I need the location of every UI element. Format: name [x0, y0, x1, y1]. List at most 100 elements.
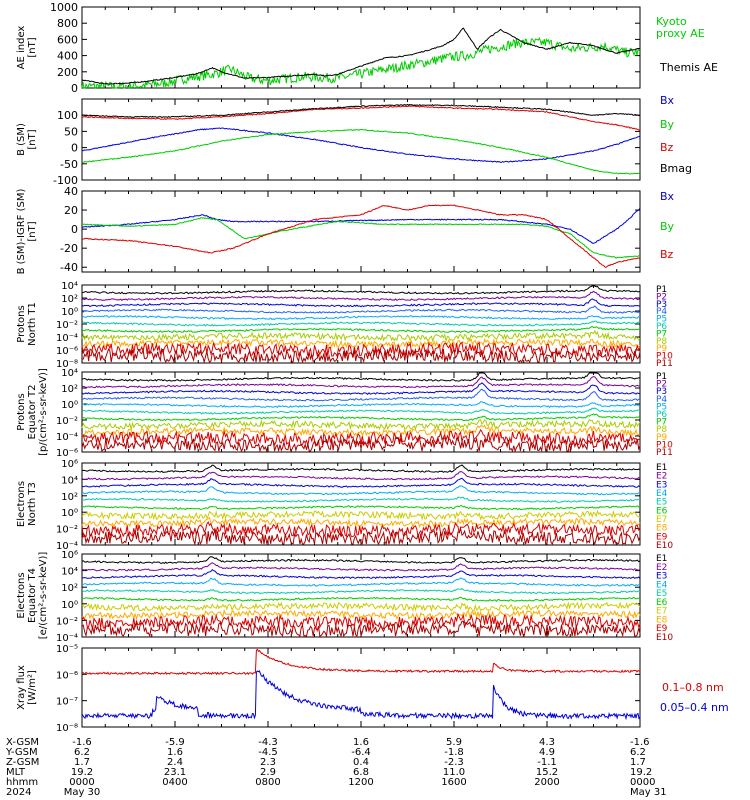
y-axis-label: Protons [16, 393, 27, 430]
channel-label: P7 [656, 329, 667, 339]
axis-row-label: X-GSM [6, 737, 39, 748]
flux-channel-line [81, 341, 641, 358]
channel-label: E8 [656, 524, 668, 534]
axis-row-value: 1.7 [630, 757, 646, 768]
xray-line [81, 648, 641, 676]
axis-row-value: 19.2 [630, 767, 652, 778]
series-line [81, 103, 641, 118]
y-tick-label: 10⁴ [61, 281, 78, 292]
channel-label: P11 [656, 448, 673, 458]
y-tick-label: 10⁰ [61, 400, 78, 411]
b-sm-panel-frame [81, 98, 641, 181]
y-tick-label: 10⁻² [56, 320, 78, 331]
y-tick-label: 400 [57, 50, 78, 63]
axis-row-label: hhmm [6, 777, 38, 788]
flux-channel-line [81, 588, 641, 595]
flux-channel-line [81, 577, 641, 587]
series-line [81, 204, 641, 268]
y-tick-label: 10⁴ [61, 475, 78, 486]
legend-bx: Bx [660, 190, 675, 203]
channel-label: P10 [656, 352, 673, 362]
y-axis-label: [nT] [27, 129, 38, 149]
panel-protons-north: 10⁴ 10² 10⁰ 10⁻² 10⁻⁴ 10⁻⁶ 10⁻⁸ Protons North T1… [16, 281, 673, 370]
channel-label: E1 [656, 463, 667, 473]
channel-label: P10 [656, 440, 673, 450]
y-tick-label: 10⁰ [61, 600, 78, 611]
y-tick-label: 100 [57, 109, 78, 122]
y-tick-label: 10⁻⁵ [56, 644, 78, 655]
legend-themis: Themis AE [659, 61, 718, 74]
flux-channel-line [81, 320, 641, 327]
y-axis-label: North T3 [27, 482, 38, 526]
axis-row-value: -2.3 [444, 757, 464, 768]
axis-row-value: May 31 [630, 787, 667, 798]
channel-label: P7 [656, 418, 667, 428]
flux-channel-line [81, 305, 641, 314]
y-tick-label: 600 [57, 33, 78, 46]
legend-bx: Bx [660, 94, 675, 107]
channel-label: E9 [656, 624, 668, 634]
channel-label: E7 [656, 607, 667, 617]
axis-row-value: 2.3 [260, 757, 276, 768]
axis-row-value: 6.8 [353, 767, 369, 778]
y-tick-label: 10² [61, 294, 78, 305]
series-line [81, 36, 641, 90]
series-line [81, 128, 641, 175]
y-axis-label: AE index [16, 26, 27, 70]
channel-label: P3 [656, 300, 667, 310]
y-tick-label: 40 [64, 185, 78, 198]
flux-channel-line [81, 609, 641, 621]
channel-label: E3 [656, 480, 667, 490]
channel-label: P11 [656, 359, 673, 369]
channel-label: E4 [656, 489, 668, 499]
y-tick-label: 50 [64, 125, 78, 138]
y-axis-label: [nT] [27, 221, 38, 241]
flux-channel-line [81, 596, 641, 603]
flux-channel-line [81, 325, 641, 333]
y-axis-label: North T1 [27, 302, 38, 346]
flux-channel-line [81, 428, 641, 447]
axis-row-value: -6.4 [351, 747, 371, 758]
channel-label: E6 [656, 506, 668, 516]
channel-label: P1 [656, 285, 667, 295]
y-tick-label: 10⁶ [61, 459, 78, 470]
axis-row-value: 1600 [441, 777, 466, 788]
channel-label: P4 [656, 395, 667, 405]
channel-label: E6 [656, 598, 668, 608]
axis-row-value: 1.7 [74, 757, 90, 768]
flux-channel-line [81, 413, 641, 422]
channel-label: P9 [656, 344, 667, 354]
channel-label: P5 [656, 402, 667, 412]
flux-channel-line [81, 407, 641, 415]
y-axis-label: Equator T4 [27, 568, 38, 623]
series-line [81, 207, 641, 244]
axis-row-value: 6.2 [74, 747, 90, 758]
axis-row-label: 2024 [6, 787, 31, 798]
channel-label: E10 [656, 541, 673, 551]
channel-label: E8 [656, 615, 668, 625]
axis-row-value: -5.9 [165, 737, 185, 748]
y-tick-label: 800 [57, 17, 78, 30]
channel-label: P4 [656, 307, 667, 317]
y-axis-label: Equator T2 [27, 385, 38, 440]
y-tick-label: 0 [71, 223, 78, 236]
flux-channel-line [81, 285, 641, 295]
legend-xray-short: 0.05–0.4 nm [660, 701, 729, 714]
y-tick-label: 10⁰ [61, 307, 78, 318]
channel-label: E10 [656, 633, 673, 643]
axis-row-label: MLT [6, 767, 26, 778]
y-tick-label: -50 [60, 158, 78, 171]
y-axis-label: Xray flux [16, 665, 27, 710]
flux-channel-line [81, 298, 641, 308]
flux-channel-line [81, 504, 641, 511]
flux-channel-line [81, 401, 641, 409]
y-tick-label: 10⁶ [61, 550, 78, 561]
channel-label: E7 [656, 515, 667, 525]
flux-channel-line [81, 347, 641, 364]
axis-row-value: -4.5 [258, 747, 278, 758]
panel-protons-equator: 10⁴ 10² 10⁰ 10⁻² 10⁻⁴ 10⁻⁶ Protons Equator T2 [p… [16, 368, 673, 459]
channel-label: E5 [656, 498, 667, 508]
channel-label: P6 [656, 410, 667, 420]
